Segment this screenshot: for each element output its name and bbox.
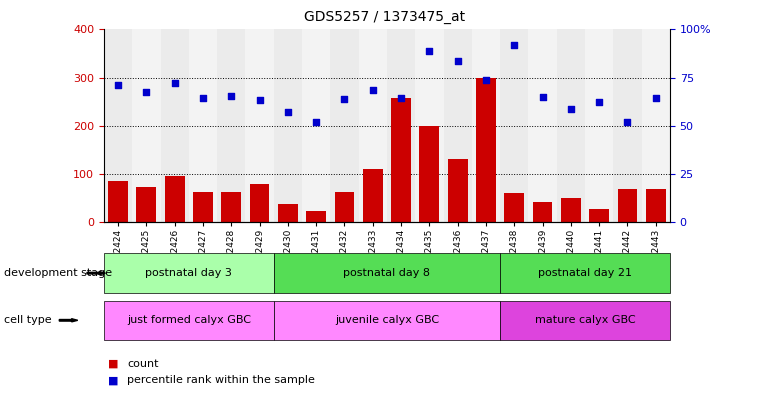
Point xyxy=(564,106,577,112)
Bar xyxy=(249,184,270,222)
Point xyxy=(508,42,521,48)
Point xyxy=(225,93,237,99)
Bar xyxy=(415,29,444,222)
Point xyxy=(650,95,662,101)
Bar xyxy=(613,29,641,222)
Bar xyxy=(561,198,581,222)
Bar xyxy=(109,181,128,222)
Point xyxy=(621,119,634,125)
Bar xyxy=(217,29,246,222)
Bar xyxy=(533,202,552,222)
Bar xyxy=(165,176,185,222)
Bar xyxy=(476,77,496,222)
Text: postnatal day 8: postnatal day 8 xyxy=(343,268,430,278)
Bar xyxy=(363,169,383,222)
Bar xyxy=(585,29,613,222)
Bar xyxy=(193,192,213,222)
Bar xyxy=(500,29,528,222)
Point xyxy=(310,119,323,125)
Bar xyxy=(222,192,241,222)
Bar xyxy=(641,29,670,222)
Point xyxy=(140,89,152,95)
Bar xyxy=(104,29,132,222)
Bar xyxy=(528,29,557,222)
Bar xyxy=(278,204,298,222)
Bar xyxy=(132,29,160,222)
Bar xyxy=(160,29,189,222)
Text: ■: ■ xyxy=(108,358,119,369)
Point xyxy=(253,97,266,103)
Bar xyxy=(359,29,387,222)
Text: juvenile calyx GBC: juvenile calyx GBC xyxy=(335,315,439,325)
Bar xyxy=(391,98,411,222)
Bar xyxy=(618,189,638,222)
Text: GDS5257 / 1373475_at: GDS5257 / 1373475_at xyxy=(304,10,466,24)
Bar xyxy=(444,29,472,222)
Bar xyxy=(246,29,273,222)
Text: count: count xyxy=(127,358,159,369)
Point xyxy=(282,109,294,116)
Text: development stage: development stage xyxy=(4,268,112,278)
Text: ■: ■ xyxy=(108,375,119,386)
Bar xyxy=(189,29,217,222)
Point xyxy=(593,99,605,105)
Text: percentile rank within the sample: percentile rank within the sample xyxy=(127,375,315,386)
Bar xyxy=(448,160,467,222)
Point xyxy=(480,76,492,83)
Point xyxy=(169,80,181,86)
Text: postnatal day 21: postnatal day 21 xyxy=(538,268,632,278)
Point xyxy=(451,58,464,64)
Bar xyxy=(646,189,665,222)
Bar xyxy=(306,211,326,222)
Bar xyxy=(589,209,609,222)
Text: postnatal day 3: postnatal day 3 xyxy=(146,268,233,278)
Bar xyxy=(136,187,156,222)
Point xyxy=(197,95,209,101)
Bar xyxy=(387,29,415,222)
Point xyxy=(395,95,407,101)
Bar xyxy=(273,29,302,222)
Point xyxy=(112,82,124,88)
Text: mature calyx GBC: mature calyx GBC xyxy=(534,315,635,325)
Text: just formed calyx GBC: just formed calyx GBC xyxy=(127,315,251,325)
Point xyxy=(424,48,436,54)
Point xyxy=(367,86,379,93)
Bar xyxy=(472,29,500,222)
Bar xyxy=(420,126,439,222)
Bar xyxy=(504,193,524,222)
Bar xyxy=(335,192,354,222)
Bar xyxy=(330,29,359,222)
Point xyxy=(537,94,549,101)
Bar xyxy=(557,29,585,222)
Point xyxy=(338,96,350,103)
Text: cell type: cell type xyxy=(4,315,52,325)
Bar xyxy=(302,29,330,222)
